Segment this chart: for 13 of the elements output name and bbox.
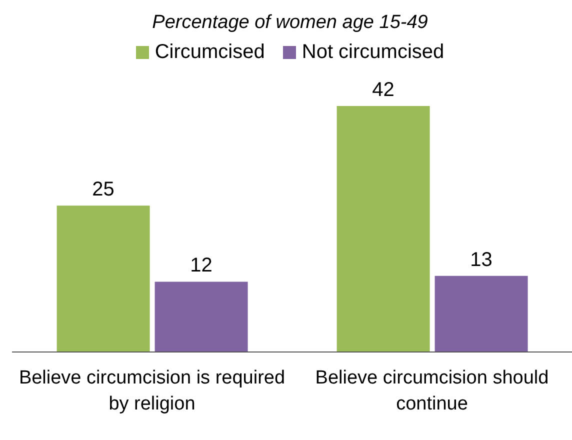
data-label: 42 — [372, 79, 394, 101]
bar — [154, 282, 248, 352]
bar — [434, 276, 528, 352]
chart-title: Percentage of women age 15-49 — [151, 12, 429, 35]
data-label: 25 — [92, 178, 114, 201]
legend-label: Not circumcised — [300, 40, 444, 64]
bar — [56, 206, 150, 352]
legend-label: Circumcised — [154, 40, 265, 64]
data-label: 12 — [190, 254, 212, 277]
data-label: 13 — [470, 248, 492, 271]
x-tick-label: Believe circumcision is required by religion — [18, 367, 286, 414]
bar — [336, 106, 430, 352]
x-tick-label: Believe circumcision should continue — [315, 367, 549, 414]
